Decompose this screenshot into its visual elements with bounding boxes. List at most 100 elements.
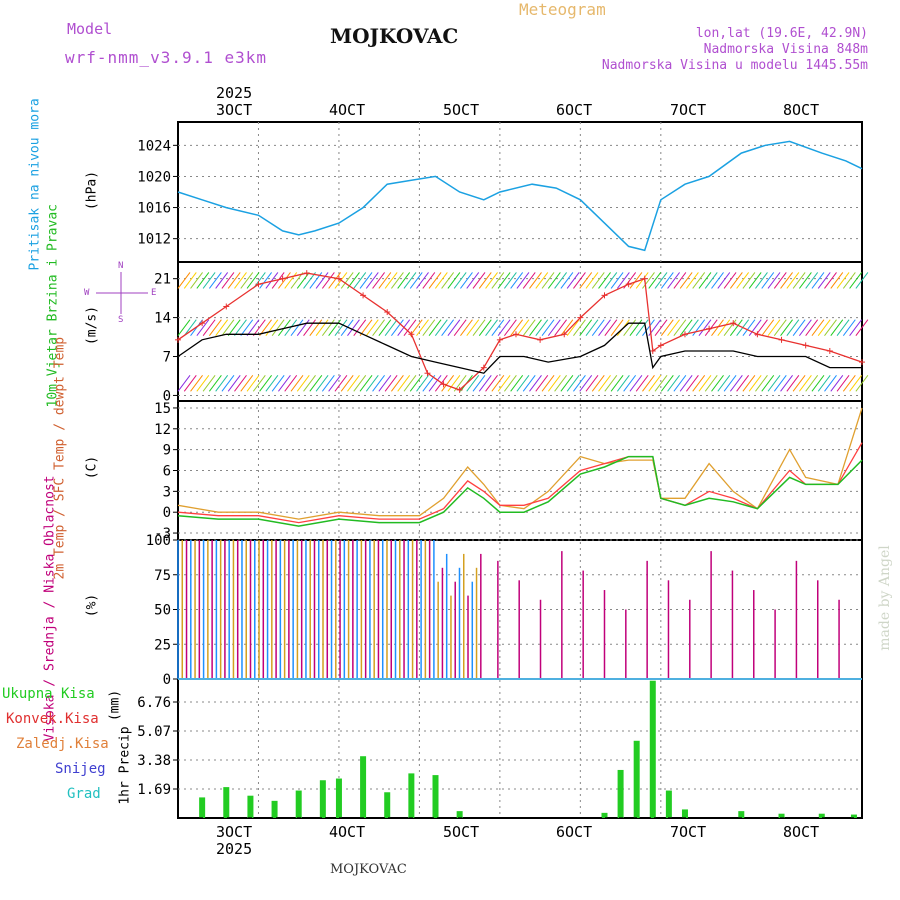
panel1-tick-label: 1012 [137,232,171,248]
wind-barb [817,272,831,289]
precip-bar [818,813,825,818]
panel5-tick-label: 1.69 [137,782,171,798]
wind-barb [811,272,825,289]
compass-n: N [118,261,124,271]
panel5-tick-label: 3.38 [137,753,171,769]
wind-barb [522,375,536,392]
wind-barb [472,319,486,337]
panel3-tick-label: 0 [163,505,171,521]
wind-barb [234,375,247,392]
wind-barb [497,272,511,289]
panel3-tick-label: 9 [163,443,171,459]
wind-barb [460,319,473,337]
wind-barb [278,272,291,289]
wind-barb [535,272,549,289]
wind-barb [234,319,247,337]
wind-barb [761,319,775,337]
wind-barb [328,272,342,289]
wind-barb [817,319,831,337]
wind-barb [315,272,329,289]
wind-barb [585,319,599,337]
wind-barb [328,319,342,337]
wind-barb [290,272,304,289]
date-top-3: 5OCT [443,101,480,119]
model-altitude-label: Nadmorska Visina u modelu 1445.55m [601,58,868,73]
wind-barb [221,319,235,337]
wind-barb [278,375,291,392]
wind-barb [585,272,599,289]
year-bottom: 2025 [216,840,253,858]
date-top-4: 6OCT [556,101,593,119]
wind-barb [384,319,398,337]
wind-barb [478,272,492,289]
wind-barb [554,272,568,289]
wind-barb [460,272,473,289]
date-bottom-4: 6OCT [556,823,593,841]
wind-barb [654,375,668,392]
wind-barb [284,272,298,289]
wind-barb [208,319,222,337]
wind-barb [598,319,611,337]
wind-barb [453,319,467,337]
panel1-tick-label: 1020 [137,169,171,185]
wind-barb [259,272,272,289]
wind-barb [290,319,304,337]
wind-barb [711,375,724,392]
wind-barb [315,319,329,337]
wind-barb [353,319,367,337]
wind-barb [516,319,530,337]
wind-barb [692,319,706,337]
wind-barb [773,319,787,337]
wind-barb [265,319,279,337]
wind-barb [598,272,611,289]
wind-barb [466,319,480,337]
wind-barb [227,375,241,392]
wind-barb [855,272,869,289]
wind-barb [811,319,825,337]
wind-barb [334,375,348,392]
wind-barb [403,375,417,392]
wind-barb [629,319,643,337]
wind-barb [792,272,806,289]
wind-barb [234,272,247,289]
precip-bar [601,812,608,818]
wind-barb [604,375,618,392]
wind-barb [654,319,668,337]
wind-barb [183,272,197,289]
wind-barb [428,319,442,337]
wind-barb [842,319,856,337]
wind-barb [673,272,687,289]
wind-barb [434,272,448,289]
panel1-tick-label: 1016 [137,201,171,217]
wind-barb [780,375,793,392]
footer-station: MOJKOVAC [330,862,407,877]
panel4-tick-label: 0 [163,672,171,688]
precip-bar [738,811,745,818]
wind-barb [384,375,398,392]
wind-barb [585,375,599,392]
wind-barb [221,272,235,289]
compass-s: S [118,315,124,325]
wind-barb [522,272,536,289]
wind-barb [372,375,385,392]
wind-barb [698,272,712,289]
precip-bar [295,790,302,818]
wind-barb [271,319,285,337]
wind-barb [547,375,561,392]
wind-barb [729,272,743,289]
wind-barb [811,375,825,392]
panel4-tick-label: 75 [154,568,171,584]
wind-barb [541,319,555,337]
wind-barb [328,375,342,392]
wind-barb [309,319,323,337]
date-bottom-6: 8OCT [783,823,820,841]
wind-barb [510,319,524,337]
wind-barb [441,272,455,289]
wind-barb [805,319,819,337]
wind-barb [654,272,668,289]
wind-barb [573,375,586,392]
precip-bar [850,814,857,818]
wind-barb [547,319,561,337]
wind-barb [742,272,756,289]
wind-barb [271,375,285,392]
